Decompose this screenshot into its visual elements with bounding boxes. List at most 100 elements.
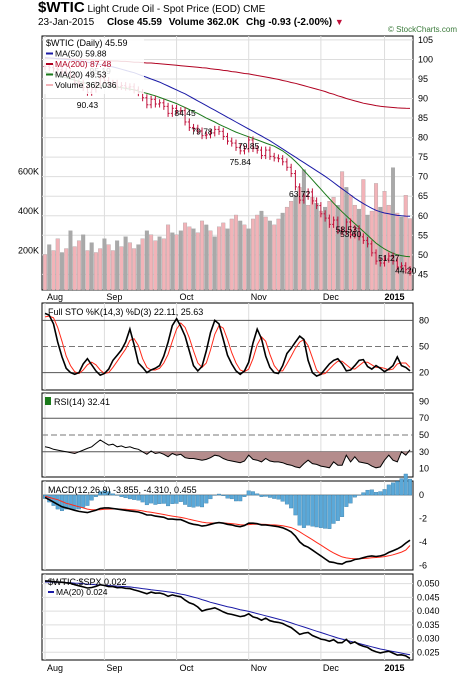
macd-hist-bar bbox=[361, 492, 366, 496]
macd-hist-bar bbox=[140, 494, 145, 503]
ratio-y-tick-1: 0.030 bbox=[417, 634, 440, 644]
sto-y-tick-1: 50 bbox=[419, 342, 429, 352]
volume-tick-1: 400K bbox=[18, 206, 39, 216]
volume-bar bbox=[191, 228, 196, 291]
price-legend-label-2: MA(200) 87.48 bbox=[55, 59, 111, 69]
price-y-tick-6: 75 bbox=[418, 152, 428, 162]
rsi-line bbox=[44, 439, 411, 469]
price-x-label-0: Aug bbox=[47, 292, 63, 302]
rsi-mini-icon bbox=[45, 397, 51, 405]
price-y-tick-2: 55 bbox=[418, 230, 428, 240]
volume-bar bbox=[408, 218, 412, 291]
volume-bar bbox=[242, 224, 247, 291]
volume-bar bbox=[284, 206, 289, 291]
price-y-tick-3: 60 bbox=[418, 211, 428, 221]
macd-signal-line bbox=[44, 495, 411, 560]
macd-hist-bar bbox=[136, 494, 141, 501]
volume-bar bbox=[204, 224, 209, 291]
volume-bar bbox=[132, 248, 137, 291]
volume-bar bbox=[212, 236, 217, 291]
macd-hist-bar bbox=[242, 494, 247, 497]
macd-hist-bar bbox=[166, 494, 171, 507]
ratio-y-tick-3: 0.040 bbox=[417, 606, 440, 616]
macd-hist-bar bbox=[225, 494, 230, 499]
volume-bar bbox=[246, 228, 251, 291]
macd-hist-bar bbox=[191, 494, 196, 508]
volume-bar bbox=[166, 224, 171, 291]
macd-hist-bar bbox=[391, 482, 395, 496]
price-y-tick-11: 100 bbox=[418, 54, 433, 64]
macd-hist-bar bbox=[297, 494, 302, 526]
price-y-tick-0: 45 bbox=[418, 269, 428, 279]
volume-bar bbox=[327, 201, 332, 291]
macd-hist-bar bbox=[157, 494, 162, 504]
macd-hist-bar bbox=[340, 494, 345, 517]
ratio-y-tick-2: 0.035 bbox=[417, 620, 440, 630]
price-x-label-5: 2015 bbox=[385, 292, 405, 302]
price-y-tick-4: 65 bbox=[418, 191, 428, 201]
symbol: $WTIC bbox=[38, 0, 85, 16]
volume-bar bbox=[276, 218, 281, 291]
volume-bar bbox=[267, 220, 272, 291]
macd-y-tick-1: -4 bbox=[419, 537, 427, 547]
volume-bar bbox=[344, 187, 349, 291]
volume-bar bbox=[323, 206, 328, 291]
rsi-y-tick-4: 90 bbox=[419, 396, 429, 406]
volume-bar bbox=[280, 212, 285, 291]
macd-hist-bar bbox=[238, 494, 243, 502]
volume-bar bbox=[250, 218, 255, 291]
macd-hist-bar bbox=[161, 494, 166, 504]
volume-bar bbox=[153, 240, 158, 291]
volume-bar bbox=[391, 167, 395, 291]
volume-bar bbox=[395, 212, 400, 291]
macd-hist-bar bbox=[306, 494, 311, 526]
price-annotation-2: 84.45 bbox=[174, 108, 196, 118]
macd-hist-bar bbox=[386, 484, 391, 496]
volume-bar bbox=[229, 218, 234, 291]
volume-bar bbox=[183, 222, 188, 291]
volume-bar bbox=[374, 183, 379, 291]
rsi-y-tick-0: 10 bbox=[419, 464, 429, 474]
volume-bar bbox=[221, 222, 226, 291]
macd-hist-bar bbox=[314, 494, 319, 528]
down-arrow-icon: ▼ bbox=[334, 17, 344, 27]
price-legend-label-3: MA(20) 49.53 bbox=[55, 70, 107, 80]
macd-hist-bar bbox=[132, 494, 137, 500]
watermark: © StockCharts.com bbox=[388, 25, 457, 34]
price-y-tick-10: 95 bbox=[418, 74, 428, 84]
macd-hist-bar bbox=[72, 494, 77, 510]
volume-bar bbox=[314, 203, 319, 291]
macd-y-tick-2: -2 bbox=[419, 513, 427, 523]
ratio-legend-label-0: $WTIC:$SPX 0.022 bbox=[48, 577, 127, 587]
volume-bar bbox=[399, 216, 404, 291]
volume-bar bbox=[72, 246, 77, 291]
macd-hist-bar bbox=[217, 493, 221, 496]
macd-hist-bar bbox=[195, 494, 200, 507]
price-legend-bg bbox=[44, 38, 144, 94]
macd-hist-bar bbox=[246, 490, 251, 496]
volume-bar bbox=[238, 220, 243, 291]
macd-hist-bar bbox=[403, 473, 408, 496]
volume-bar bbox=[195, 232, 200, 291]
volume-bar bbox=[382, 191, 387, 291]
macd-hist-bar bbox=[259, 494, 264, 497]
price-annotation-3: 79.85 bbox=[238, 141, 260, 151]
sto-y-tick-0: 20 bbox=[419, 368, 429, 378]
volume-bar bbox=[64, 248, 69, 291]
macd-hist-bar bbox=[208, 494, 213, 500]
close-label: Close bbox=[106, 17, 135, 28]
macd-hist-bar bbox=[153, 494, 158, 505]
sto-d-line bbox=[44, 315, 411, 375]
macd-hist-bar bbox=[255, 493, 260, 496]
volume-bar bbox=[157, 236, 162, 291]
volume-bar bbox=[140, 238, 145, 291]
price-x-label-3: Nov bbox=[251, 292, 268, 302]
macd-hist-bar bbox=[352, 494, 357, 498]
macd-hist-bar bbox=[250, 491, 255, 496]
macd-hist-bar bbox=[221, 494, 226, 496]
macd-hist-bar bbox=[144, 494, 149, 506]
macd-hist-bar bbox=[110, 493, 115, 496]
volume-bar bbox=[161, 238, 166, 291]
macd-hist-bar bbox=[374, 492, 379, 496]
